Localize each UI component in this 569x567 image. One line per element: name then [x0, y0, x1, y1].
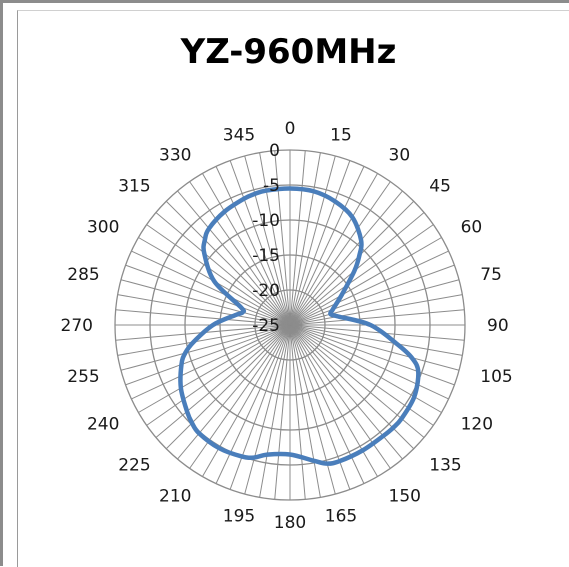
radial-tick-label: 0	[269, 141, 280, 161]
grid-spoke	[289, 150, 306, 326]
grid-spoke	[289, 166, 365, 326]
grid-spoke	[289, 181, 391, 326]
grid-spoke	[289, 155, 336, 326]
grid-spoke	[289, 152, 321, 326]
grid-spoke	[289, 324, 455, 386]
grid-spoke	[229, 160, 291, 326]
grid-spoke	[289, 324, 321, 498]
grid-spoke	[289, 324, 465, 341]
radial-tick-label: -15	[252, 246, 280, 266]
grid-spoke	[289, 324, 442, 413]
angle-tick-label: 90	[487, 316, 509, 336]
grid-spoke	[117, 324, 291, 356]
grid-spoke	[274, 324, 291, 500]
grid-spoke	[289, 237, 442, 326]
grid-spoke	[165, 200, 291, 326]
angle-tick-label: 330	[159, 145, 191, 165]
grid-spoke	[155, 212, 291, 326]
grid-spoke	[177, 324, 291, 460]
grid-spoke	[117, 294, 291, 326]
grid-spoke	[202, 173, 291, 326]
grid-spoke	[289, 250, 449, 326]
grid-spoke	[289, 324, 463, 356]
grid-spoke	[289, 190, 403, 326]
chart-title: YZ-960MHz	[180, 32, 397, 72]
grid-spoke	[289, 324, 460, 371]
grid-spoke	[244, 324, 291, 495]
angle-tick-label: 225	[118, 455, 150, 475]
angle-tick-label: 0	[285, 119, 296, 139]
grid-spoke	[155, 324, 291, 438]
angle-tick-label: 345	[223, 126, 255, 146]
angle-tick-label: 60	[461, 218, 483, 238]
grid-spoke	[259, 324, 291, 498]
radial-tick-label: -10	[252, 211, 280, 231]
angle-tick-label: 15	[330, 126, 352, 146]
grid-spoke	[120, 279, 291, 326]
angle-tick-label: 210	[159, 487, 191, 507]
angle-tick-label: 105	[480, 367, 512, 387]
angle-tick-label: 195	[223, 506, 255, 526]
radial-tick-labels: 0 -5 -10 -15 -20 -25	[252, 141, 280, 336]
grid-spoke	[202, 324, 291, 477]
angle-tick-label: 285	[67, 265, 99, 285]
radial-tick-label: -20	[252, 281, 280, 301]
grid-spoke	[165, 324, 291, 450]
grid-spoke	[289, 264, 455, 326]
grid-spoke	[125, 324, 291, 386]
grid-spoke	[138, 324, 291, 413]
grid-spoke	[289, 160, 351, 326]
angle-tick-label: 270	[61, 316, 93, 336]
grid-spoke	[189, 324, 291, 469]
grid-spoke	[146, 324, 291, 426]
grid-spoke	[215, 324, 291, 484]
grid-spoke	[244, 155, 291, 326]
grid-spoke	[229, 324, 291, 490]
grid-spoke	[289, 324, 336, 495]
grid-spoke	[289, 224, 434, 326]
grid-spoke	[189, 181, 291, 326]
grid-spoke	[289, 279, 460, 326]
angle-tick-label: 30	[389, 145, 411, 165]
radial-tick-label: -5	[263, 176, 280, 196]
grid-spoke	[125, 264, 291, 326]
grid-spoke	[289, 173, 378, 326]
angle-tick-label: 255	[67, 367, 99, 387]
grid-spoke	[146, 224, 291, 326]
angle-tick-label: 45	[429, 177, 451, 197]
grid-spoke	[120, 324, 291, 371]
angle-tick-label: 240	[87, 415, 119, 435]
grid-spoke	[131, 324, 291, 400]
angle-tick-label: 300	[87, 218, 119, 238]
angle-tick-label: 120	[461, 415, 493, 435]
angle-tick-label: 315	[118, 177, 150, 197]
grid-spoke	[289, 309, 465, 326]
angle-tick-label: 165	[325, 506, 357, 526]
grid-spoke	[131, 250, 291, 326]
grid-spokes	[115, 150, 465, 500]
grid-spoke	[289, 324, 306, 500]
angle-tick-label: 180	[274, 513, 306, 533]
grid-spoke	[289, 324, 449, 400]
angle-tick-label: 75	[480, 265, 502, 285]
grid-spoke	[289, 294, 463, 326]
angle-tick-label: 150	[389, 487, 421, 507]
angle-tick-label: 135	[429, 455, 461, 475]
series-layer	[178, 186, 421, 466]
grid-spoke	[215, 166, 291, 326]
grid-spoke	[115, 309, 291, 326]
grid-spoke	[274, 150, 291, 326]
grid-spoke	[289, 200, 415, 326]
radial-tick-label: -25	[252, 316, 280, 336]
grid-spoke	[177, 190, 291, 326]
grid-spoke	[259, 152, 291, 326]
series-line	[178, 186, 421, 466]
